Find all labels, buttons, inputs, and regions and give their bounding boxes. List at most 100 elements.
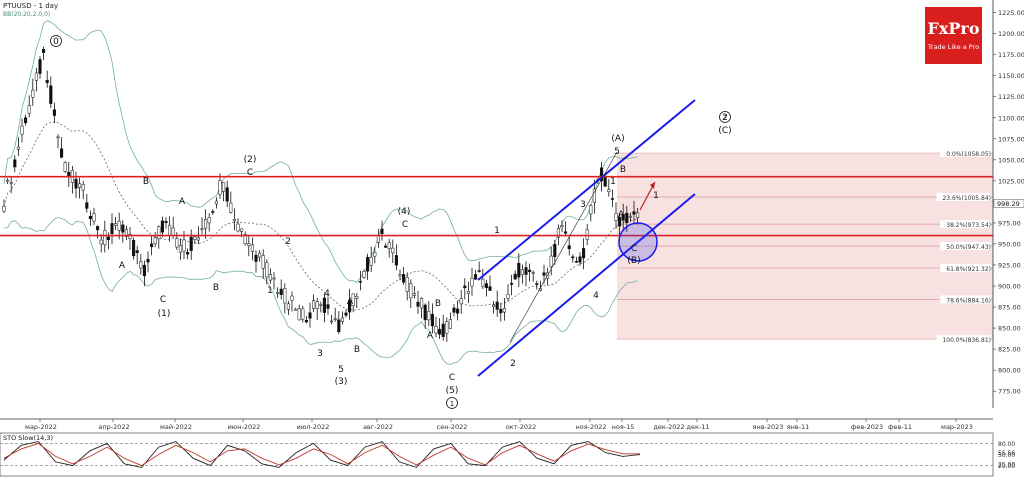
stochastic-tick-2: 50.00 bbox=[998, 452, 1015, 459]
candle-body bbox=[535, 283, 539, 285]
candle-body bbox=[92, 213, 96, 222]
candle-body bbox=[319, 304, 323, 306]
candle-body bbox=[78, 183, 82, 188]
candle-body bbox=[495, 301, 499, 310]
candle-body bbox=[373, 252, 377, 257]
candle-body bbox=[333, 318, 337, 320]
candle-body bbox=[85, 202, 89, 209]
fib-label-4: 61.8%(921.32) bbox=[946, 266, 991, 273]
candle-body bbox=[261, 255, 265, 269]
candle-body bbox=[344, 312, 348, 316]
wave-label-1: (1) bbox=[158, 309, 171, 319]
price-tick-label-11: 950.00 bbox=[998, 240, 1021, 248]
candle-body bbox=[492, 304, 496, 307]
price-tick-label-2: 1175.00 bbox=[998, 51, 1024, 59]
wave-label-11: 4 bbox=[324, 289, 330, 299]
candle-body bbox=[258, 252, 262, 258]
time-tick-label-15: фев-11 bbox=[888, 423, 912, 431]
candle-body bbox=[510, 282, 514, 285]
candle-body bbox=[276, 292, 280, 294]
price-tick-label-13: 900.00 bbox=[998, 283, 1021, 291]
candle-body bbox=[31, 89, 35, 98]
wave-circle-1 bbox=[446, 397, 458, 409]
candle-body bbox=[81, 184, 85, 191]
candle-body bbox=[628, 215, 632, 218]
candle-body bbox=[474, 274, 478, 280]
candle-body bbox=[121, 224, 125, 233]
candle-body bbox=[405, 276, 409, 292]
price-tick-label-0: 1225.00 bbox=[998, 9, 1024, 17]
candle-body bbox=[567, 245, 571, 249]
channel-upper-line bbox=[477, 99, 696, 281]
candle-body bbox=[42, 49, 46, 53]
stochastic-series-d bbox=[3, 442, 640, 467]
candle-body bbox=[153, 237, 157, 244]
wave-label-32: C bbox=[631, 244, 637, 254]
time-tick-label-13: янв-11 bbox=[787, 423, 810, 431]
candle-body bbox=[564, 231, 568, 234]
candle-body bbox=[578, 256, 582, 263]
candle-body bbox=[369, 256, 373, 266]
candle-body bbox=[16, 146, 20, 150]
time-tick-label-14: фев-2023 bbox=[851, 423, 883, 431]
candle-body bbox=[135, 250, 139, 253]
fib-label-bg-4 bbox=[940, 264, 991, 273]
price-tick-label-14: 875.00 bbox=[998, 304, 1021, 312]
candle-body bbox=[157, 226, 161, 240]
candle-body bbox=[150, 243, 154, 248]
candle-body bbox=[592, 188, 596, 203]
wave-label-2: A bbox=[119, 261, 126, 271]
stochastic-tick-4: 20.00 bbox=[998, 463, 1015, 470]
time-tick-label-7: окт-2022 bbox=[506, 423, 537, 431]
candle-body bbox=[556, 228, 560, 238]
candle-body bbox=[636, 212, 640, 218]
candle-body bbox=[448, 319, 452, 329]
candle-body bbox=[466, 291, 470, 294]
current-price-box bbox=[993, 199, 1024, 208]
time-tick-label-10: дек-2022 bbox=[653, 423, 684, 431]
candle-body bbox=[481, 278, 485, 287]
candle-body bbox=[348, 300, 352, 313]
candle-body bbox=[614, 213, 618, 221]
candle-body bbox=[254, 254, 258, 262]
candle-body bbox=[427, 311, 431, 321]
candle-body bbox=[337, 319, 341, 332]
time-tick-label-8: ноя-2022 bbox=[575, 423, 606, 431]
fib-label-bg-3 bbox=[940, 242, 991, 251]
stochastic-tick-0: 80.00 bbox=[998, 441, 1015, 448]
wave-label-29: (A) bbox=[611, 134, 624, 144]
price-tick-label-7: 1050.00 bbox=[998, 156, 1024, 164]
candle-body bbox=[229, 202, 233, 213]
candle-body bbox=[103, 230, 107, 246]
candle-body bbox=[574, 261, 578, 263]
candle-body bbox=[110, 223, 114, 234]
candle-body bbox=[139, 261, 143, 269]
candle-body bbox=[398, 274, 402, 277]
wave-label-22: (5) bbox=[446, 386, 459, 396]
candle-body bbox=[265, 262, 269, 278]
candle-body bbox=[132, 240, 136, 257]
candle-body bbox=[434, 326, 438, 334]
candle-body bbox=[571, 256, 575, 259]
price-tick-label-5: 1100.00 bbox=[998, 114, 1024, 122]
candle-body bbox=[225, 187, 229, 202]
wave-circle-2 bbox=[719, 111, 731, 123]
candle-body bbox=[171, 227, 175, 236]
stochastic-panel bbox=[0, 432, 994, 477]
candle-body bbox=[243, 234, 247, 245]
candle-body bbox=[74, 178, 78, 189]
wave-label-15: A bbox=[347, 297, 354, 307]
candle-body bbox=[186, 252, 190, 255]
wave-label-21: C bbox=[449, 373, 455, 383]
time-tick-label-3: июн-2022 bbox=[228, 423, 261, 431]
fib-label-bg-1 bbox=[936, 192, 991, 201]
candle-body bbox=[20, 125, 24, 135]
candle-body bbox=[560, 225, 564, 227]
candle-body bbox=[6, 179, 10, 182]
candle-body bbox=[607, 189, 611, 192]
price-tick-label-12: 925.00 bbox=[998, 261, 1021, 269]
candle-body bbox=[391, 247, 395, 254]
candle-body bbox=[196, 237, 200, 241]
candle-body bbox=[402, 274, 406, 283]
